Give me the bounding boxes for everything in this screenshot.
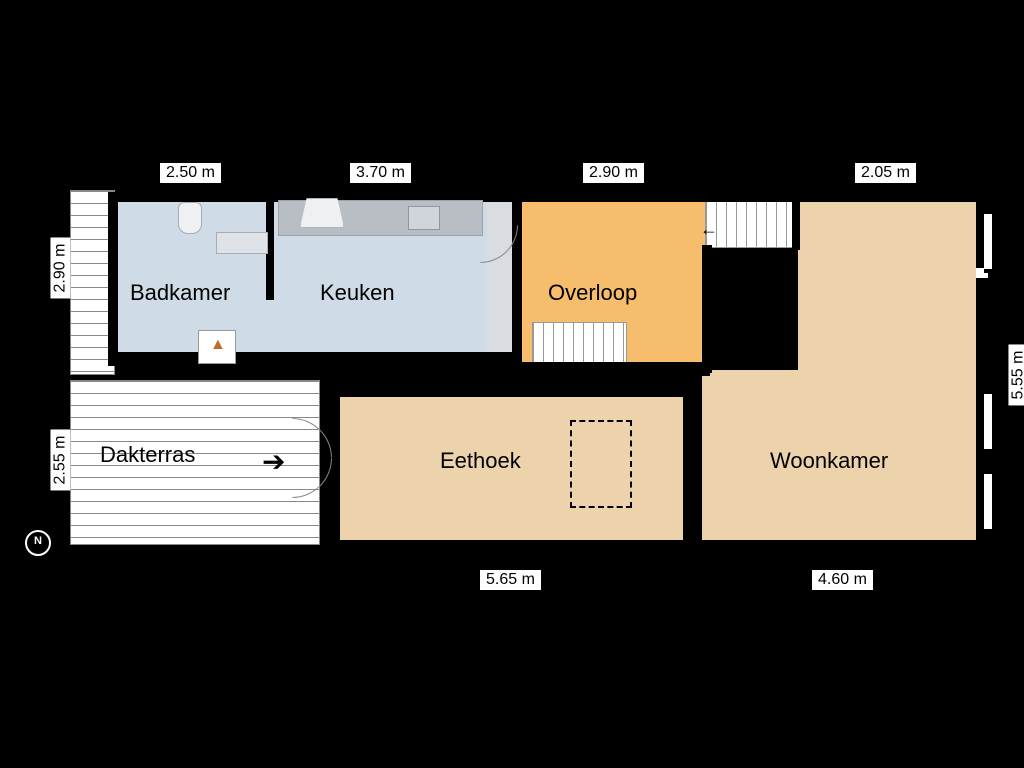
window-right-2 xyxy=(984,390,992,453)
compass-letter: N xyxy=(34,535,42,547)
stairs-upper xyxy=(705,200,798,248)
window-right-3 xyxy=(984,470,992,533)
wall-keuken-right xyxy=(512,192,522,366)
label-badkamer: Badkamer xyxy=(130,280,230,306)
wall-bottom-eet xyxy=(330,540,698,552)
dim-top-0: 2.50 m xyxy=(160,163,221,183)
wall-left-upper xyxy=(108,192,118,362)
bathroom-toilet xyxy=(178,202,202,234)
wall-bottom-woon xyxy=(694,540,988,552)
label-dakterras: Dakterras xyxy=(100,442,195,468)
heater-flame-icon: ▲ xyxy=(210,336,226,354)
dim-right-0: 5.55 m xyxy=(1008,345,1024,406)
floorplan-canvas: ← ▲ ➔ xyxy=(0,0,1024,768)
wall-top xyxy=(108,192,988,202)
dim-bottom-0: 5.65 m xyxy=(480,570,541,590)
wall-eet-top xyxy=(330,385,698,397)
column-divider xyxy=(487,200,515,355)
eethoek-void xyxy=(570,420,632,508)
wall-pillar xyxy=(688,362,702,382)
compass-icon: N xyxy=(25,530,51,556)
room-woonkamer-join xyxy=(798,360,982,380)
wall-mid-horiz xyxy=(108,352,515,366)
door-eethoek-double-top xyxy=(292,418,332,458)
kitchen-sink xyxy=(408,206,440,230)
dim-left-0: 2.90 m xyxy=(50,238,70,299)
window-right-1 xyxy=(984,210,992,273)
wall-overloop-bottom xyxy=(515,362,710,376)
kitchen-hood xyxy=(300,198,344,228)
bathroom-tub xyxy=(216,232,268,254)
dim-top-1: 3.70 m xyxy=(350,163,411,183)
room-woonkamer-upper xyxy=(798,200,978,370)
label-keuken: Keuken xyxy=(320,280,395,306)
label-eethoek: Eethoek xyxy=(440,448,521,474)
door-eethoek-double-bottom xyxy=(292,458,332,498)
stairs-upper-arrow: ← xyxy=(700,220,718,238)
label-overloop: Overloop xyxy=(548,280,637,306)
wall-eet-woon xyxy=(688,373,702,552)
dim-left-1: 2.55 m xyxy=(50,430,70,491)
wall-eet-left xyxy=(330,388,340,548)
wall-woon-step-v xyxy=(792,192,800,250)
label-woonkamer: Woonkamer xyxy=(770,448,888,474)
dim-top-3: 2.05 m xyxy=(855,163,916,183)
entry-arrow-icon: ➔ xyxy=(262,448,285,476)
wall-overloop-right xyxy=(702,245,712,373)
dim-top-2: 2.90 m xyxy=(583,163,644,183)
dim-bottom-1: 4.60 m xyxy=(812,570,873,590)
